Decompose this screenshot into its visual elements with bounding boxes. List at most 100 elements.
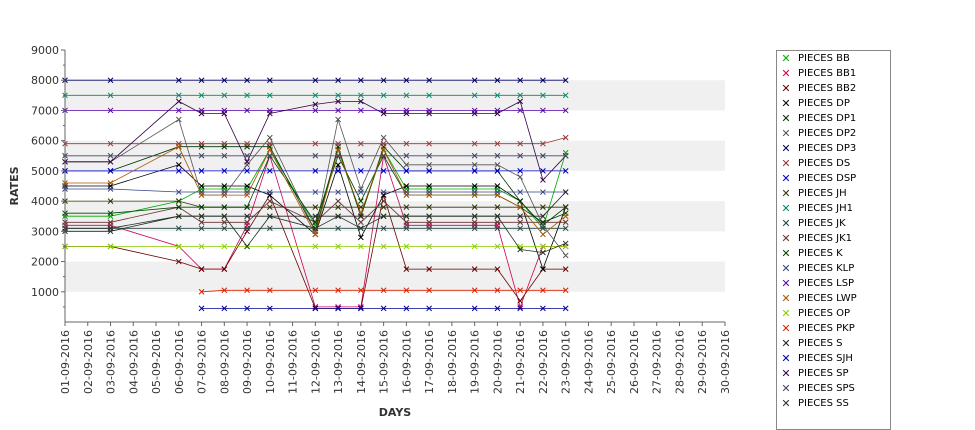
y-tick-label: 7000 — [31, 104, 59, 117]
legend-label: PIECES JK — [798, 218, 846, 229]
legend-marker-icon: ✕ — [781, 142, 791, 155]
data-point — [426, 225, 432, 232]
data-point — [380, 152, 387, 159]
data-point — [471, 110, 478, 117]
legend-label: PIECES KLP — [798, 263, 855, 274]
data-point — [540, 177, 546, 183]
data-point — [266, 225, 273, 232]
series-pieces-pkp — [198, 287, 569, 295]
x-tick-label: 22-09-2016 — [537, 330, 550, 394]
data-point — [380, 92, 387, 99]
legend-item: ✕ PIECES SPS — [777, 381, 890, 396]
data-point — [198, 219, 205, 226]
data-point — [517, 287, 524, 294]
data-point — [107, 107, 114, 114]
series-lines — [62, 77, 569, 312]
data-point — [403, 243, 410, 250]
y-axis-ticks: 1000 2000 3000 4000 5000 6000 7000 8000 9000 — [31, 44, 65, 308]
x-tick-label: 20-09-2016 — [491, 330, 504, 394]
data-point — [312, 305, 319, 312]
data-point — [335, 140, 341, 147]
legend-label: PIECES DS — [798, 158, 851, 169]
y-axis-title: RATES — [8, 166, 21, 205]
data-point — [175, 225, 182, 232]
data-point — [540, 225, 546, 232]
data-point — [358, 152, 364, 159]
data-point — [358, 225, 364, 232]
data-point — [517, 246, 524, 253]
data-point — [403, 168, 410, 174]
data-point — [335, 161, 341, 168]
data-point — [266, 243, 273, 250]
data-point — [244, 213, 250, 220]
data-point — [107, 225, 114, 232]
legend-marker-icon: ✕ — [781, 172, 791, 185]
data-point — [517, 77, 524, 84]
data-point — [403, 92, 410, 99]
legend-item: ✕ PIECES JK1 — [777, 231, 890, 246]
legend-marker-icon: ✕ — [781, 232, 791, 245]
legend-marker-icon: ✕ — [781, 262, 791, 275]
data-point — [358, 305, 364, 312]
series-line — [65, 154, 566, 309]
grid-bands — [65, 80, 725, 292]
data-point — [221, 168, 228, 174]
data-point — [221, 305, 228, 312]
data-point — [107, 219, 114, 226]
data-point — [426, 219, 432, 226]
data-point — [494, 243, 501, 250]
y-tick-label: 4000 — [31, 195, 59, 208]
data-point — [221, 219, 228, 226]
data-point — [562, 92, 569, 99]
data-point — [198, 77, 205, 84]
data-point — [494, 168, 501, 174]
data-point — [540, 213, 546, 220]
data-point — [198, 243, 205, 250]
data-point — [198, 92, 205, 99]
data-point — [198, 204, 205, 211]
data-point — [312, 204, 319, 211]
y-tick-label: 1000 — [31, 286, 59, 299]
data-point — [562, 168, 569, 174]
x-tick-label: 29-09-2016 — [696, 330, 709, 394]
data-point — [266, 198, 273, 204]
data-point — [471, 140, 478, 147]
legend-item: ✕ PIECES DSP — [777, 171, 890, 186]
data-point — [107, 210, 114, 217]
data-point — [107, 77, 114, 84]
data-point — [335, 116, 341, 123]
series-pieces-ss — [62, 213, 569, 256]
data-point — [266, 77, 273, 84]
data-point — [221, 77, 228, 84]
data-point — [426, 266, 432, 272]
legend-label: PIECES PKP — [798, 323, 855, 334]
data-point — [335, 225, 341, 232]
data-point — [380, 305, 387, 312]
data-point — [266, 146, 273, 153]
data-point — [107, 140, 114, 147]
data-point — [562, 219, 569, 226]
y-tick-label: 3000 — [31, 225, 59, 238]
data-point — [244, 152, 250, 159]
legend-label: PIECES BB2 — [798, 83, 857, 94]
legend-item: ✕ PIECES BB — [777, 51, 890, 66]
data-point — [175, 116, 182, 123]
y-tick-label: 2000 — [31, 256, 59, 269]
legend-item: ✕ PIECES LSP — [777, 276, 890, 291]
x-tick-label: 23-09-2016 — [560, 330, 573, 394]
data-point — [358, 92, 364, 99]
data-point — [426, 192, 432, 198]
series-pieces-op — [62, 243, 569, 250]
data-point — [335, 189, 341, 195]
data-point — [312, 101, 319, 108]
data-point — [517, 152, 524, 159]
data-point — [540, 305, 546, 312]
data-point — [517, 174, 524, 180]
data-point — [358, 77, 364, 84]
data-point — [540, 152, 546, 159]
data-point — [562, 287, 569, 294]
data-point — [517, 92, 524, 99]
data-point — [426, 287, 432, 294]
legend-marker-icon: ✕ — [781, 352, 791, 365]
data-point — [426, 213, 432, 220]
